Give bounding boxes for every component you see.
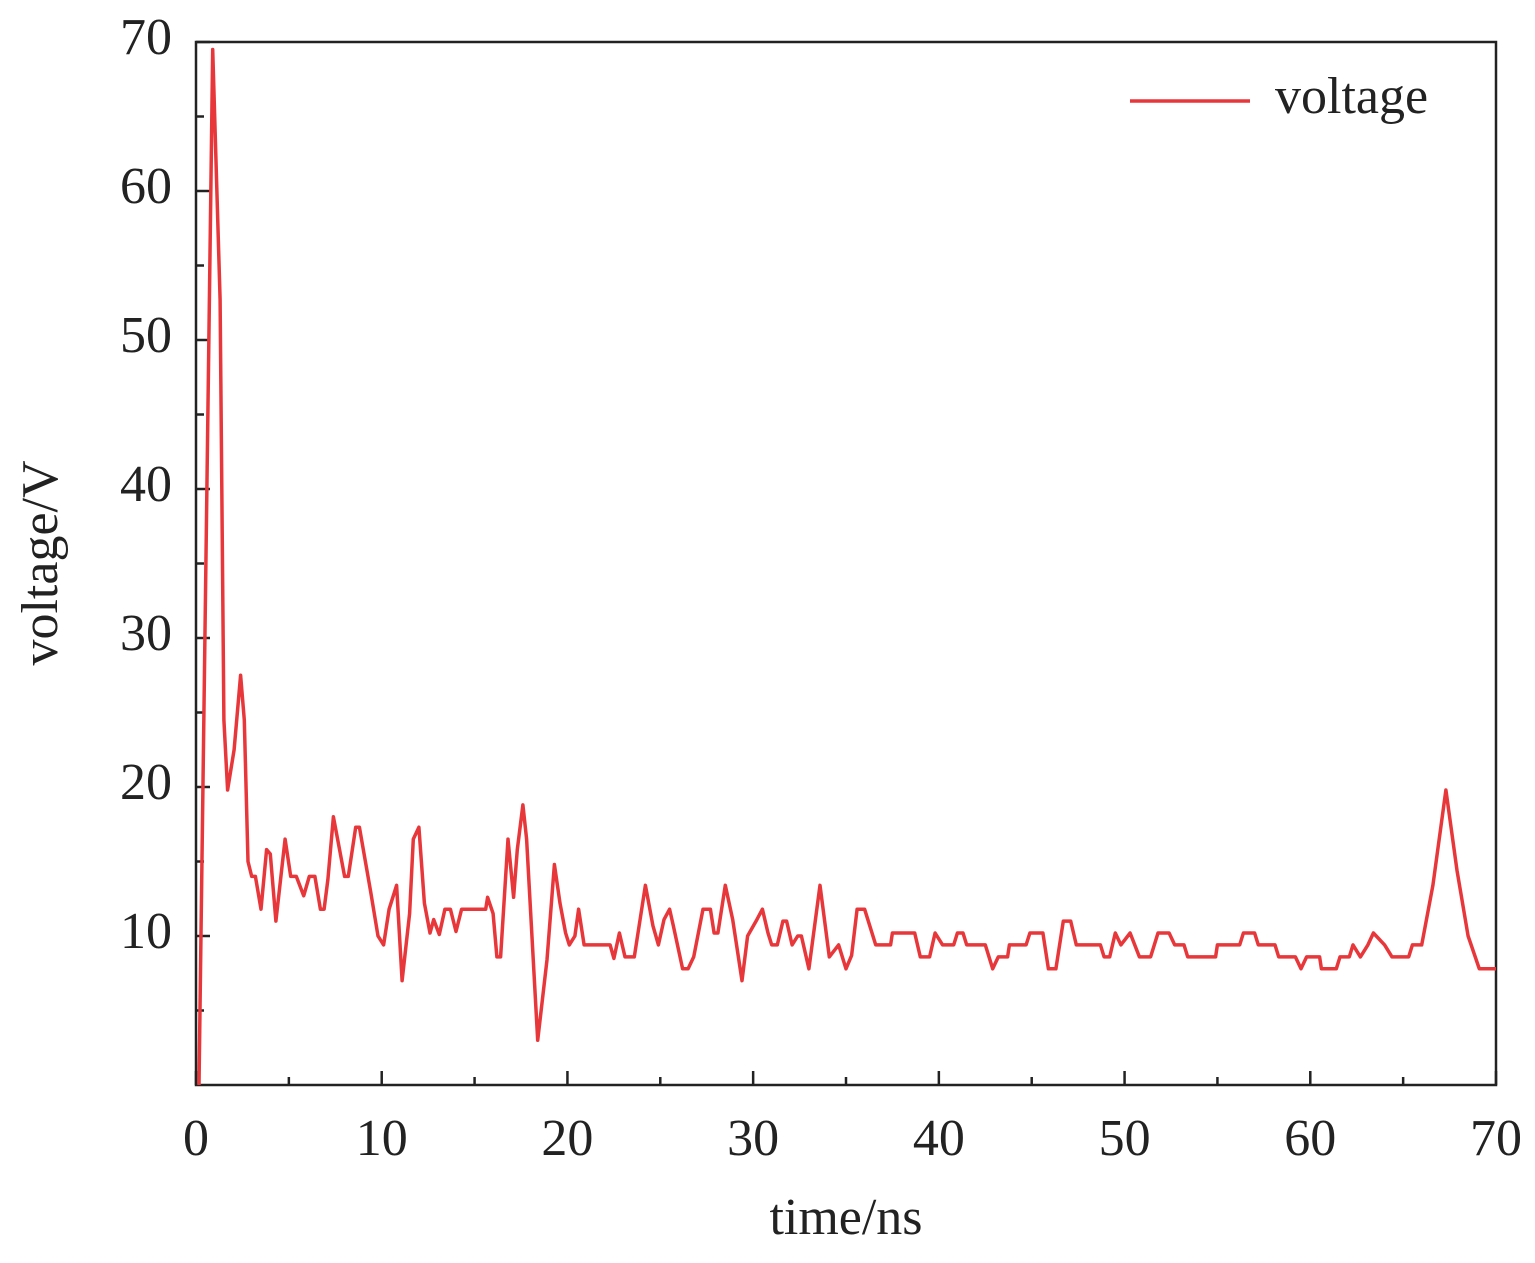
x-tick-label: 70 bbox=[1470, 1110, 1522, 1167]
y-tick-label: 30 bbox=[120, 605, 172, 662]
plot-frame bbox=[194, 40, 1498, 1087]
y-tick-label: 10 bbox=[120, 903, 172, 960]
y-tick-label: 40 bbox=[120, 456, 172, 513]
x-tick-label: 50 bbox=[1099, 1110, 1151, 1167]
y-tick-label: 50 bbox=[120, 307, 172, 364]
x-tick-label: 20 bbox=[541, 1110, 593, 1167]
x-tick-label: 30 bbox=[727, 1110, 779, 1167]
legend-label: voltage bbox=[1275, 68, 1428, 125]
line-series bbox=[197, 47, 1496, 1086]
y-tick-label: 60 bbox=[120, 158, 172, 215]
x-axis-label: time/ns bbox=[769, 1189, 922, 1246]
x-tick-label: 60 bbox=[1284, 1110, 1336, 1167]
y-axis-label: voltage/V bbox=[12, 460, 69, 665]
x-tick-label: 0 bbox=[183, 1110, 209, 1167]
x-tick-label: 40 bbox=[913, 1110, 965, 1167]
x-tick-label: 10 bbox=[356, 1110, 408, 1167]
y-tick-label: 20 bbox=[120, 754, 172, 811]
y-tick-label: 70 bbox=[120, 9, 172, 66]
